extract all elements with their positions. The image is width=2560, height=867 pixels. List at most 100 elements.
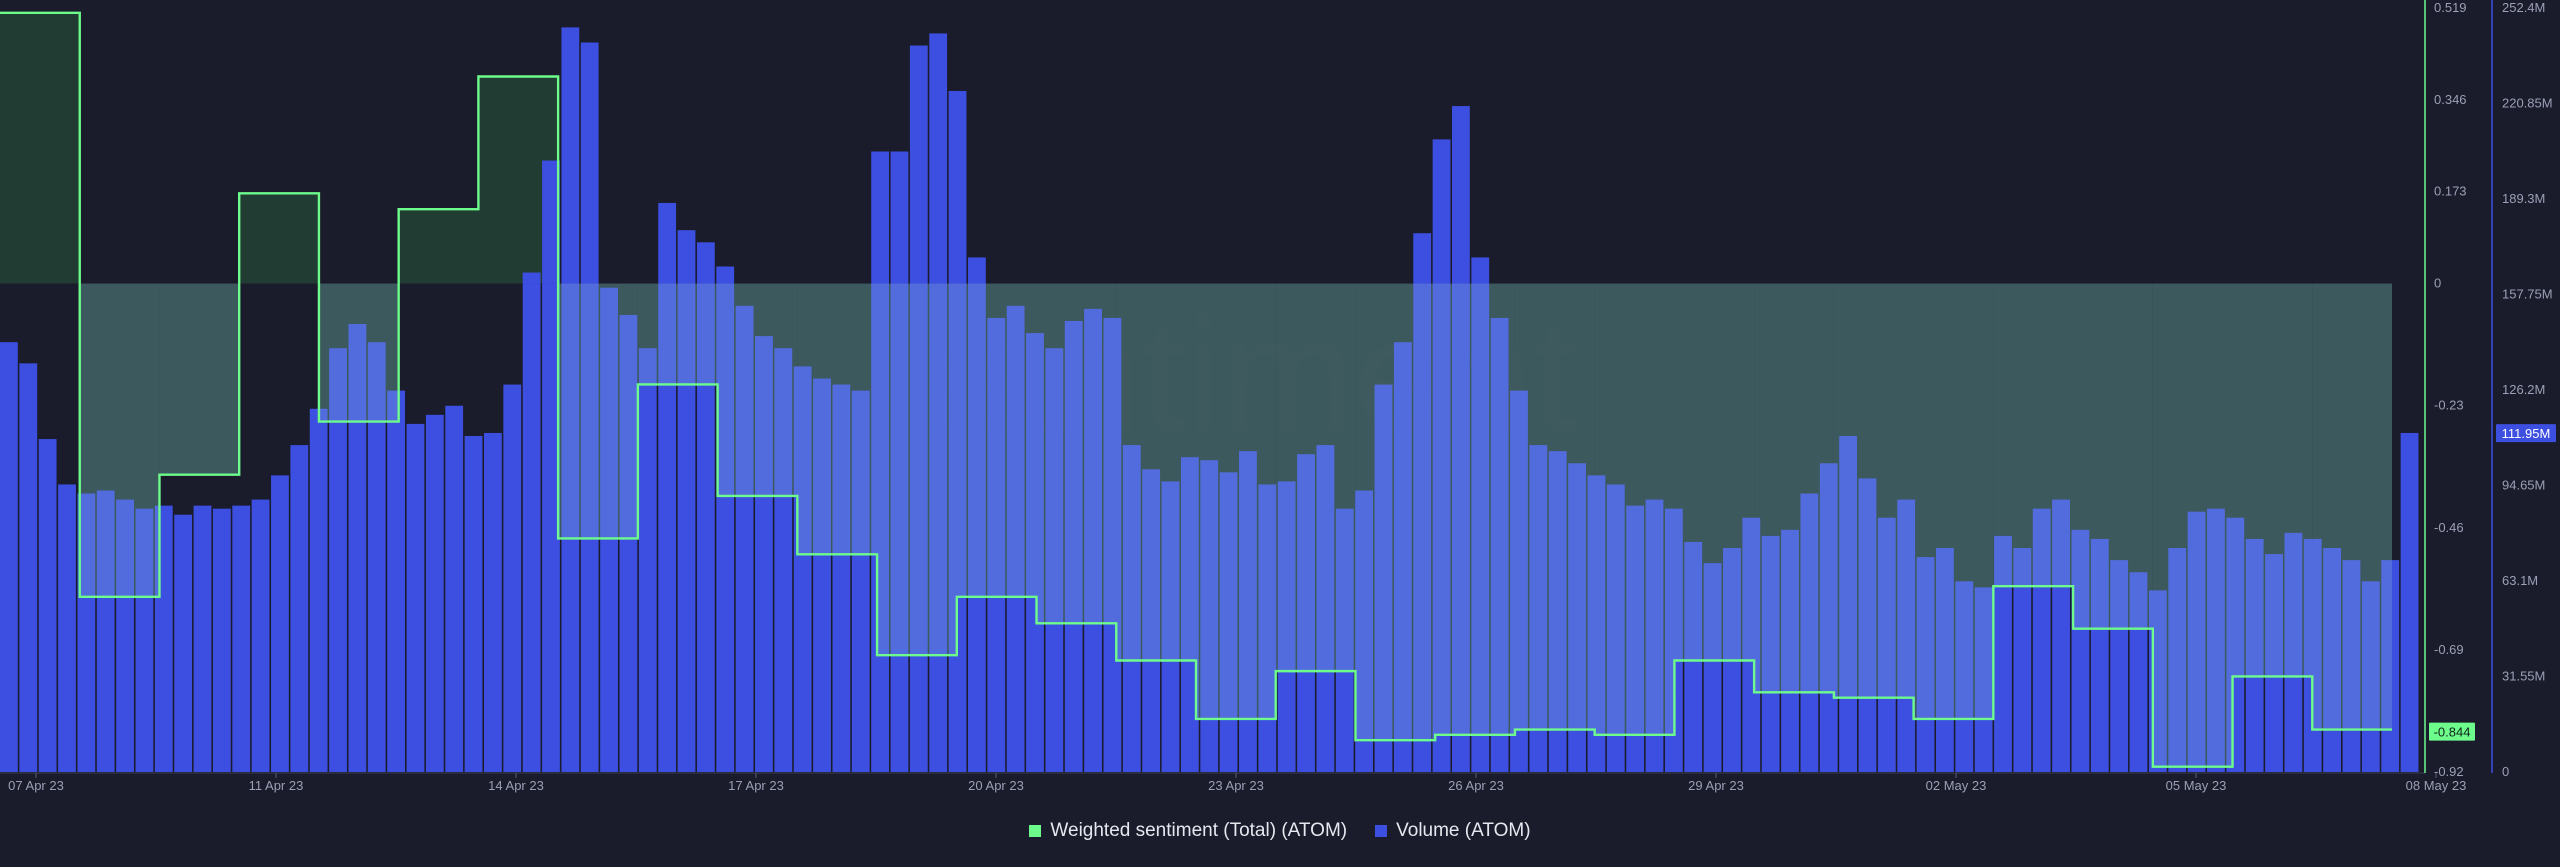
x-axis-ticks: 07 Apr 23 11 Apr 23 14 Apr 23 17 Apr 23 20 A… bbox=[8, 773, 2466, 793]
volume-bar bbox=[1335, 508, 1354, 772]
volume-bar bbox=[2245, 538, 2264, 772]
volume-bar bbox=[542, 160, 560, 284]
volume-bar bbox=[1452, 106, 1470, 284]
volume-bar bbox=[1200, 460, 1219, 772]
sentiment-tick-label: 0.346 bbox=[2434, 92, 2467, 107]
volume-bar bbox=[1548, 451, 1567, 772]
axes bbox=[0, 0, 2493, 774]
volume-bar bbox=[38, 439, 57, 772]
volume-bar bbox=[1897, 499, 1916, 772]
sentiment-tick-label: -0.92 bbox=[2434, 764, 2464, 779]
volume-bar bbox=[658, 202, 677, 284]
volume-bar bbox=[2284, 532, 2303, 772]
volume-bar bbox=[580, 283, 599, 772]
volume-bar bbox=[2013, 548, 2032, 772]
volume-bar bbox=[1955, 581, 1974, 772]
volume-bar bbox=[871, 283, 890, 772]
volume-bar bbox=[2052, 499, 2070, 772]
sentiment-overlay-segment bbox=[1116, 283, 1196, 661]
volume-bar bbox=[1452, 283, 1470, 772]
legend-item-volume[interactable]: Volume (ATOM) bbox=[1375, 820, 1531, 842]
volume-bar bbox=[2032, 508, 2051, 772]
volume-bar bbox=[813, 378, 831, 772]
volume-bar bbox=[1180, 457, 1199, 772]
sentiment-line bbox=[0, 11, 2392, 768]
volume-bar bbox=[1529, 445, 1548, 772]
sentiment-overlay-segment bbox=[1514, 283, 1595, 730]
volume-bar bbox=[387, 390, 406, 772]
volume-bar bbox=[19, 363, 38, 772]
sentiment-fill-segment bbox=[159, 283, 240, 475]
volume-bar bbox=[948, 90, 967, 284]
volume-bar bbox=[716, 283, 735, 772]
volume-bar bbox=[425, 414, 444, 772]
volume-bar bbox=[832, 384, 851, 772]
volume-bar bbox=[174, 514, 193, 772]
volume-bar bbox=[1664, 508, 1683, 772]
sentiment-tick-label: -0.69 bbox=[2434, 642, 2464, 657]
legend-item-sentiment[interactable]: Weighted sentiment (Total) (ATOM) bbox=[1029, 820, 1347, 842]
volume-tick-label: 63.1M bbox=[2502, 573, 2538, 588]
volume-bar bbox=[1026, 333, 1044, 772]
volume-bar bbox=[1045, 348, 1064, 772]
volume-bar bbox=[1936, 548, 1954, 772]
volume-bar bbox=[1703, 563, 1722, 772]
volume-bar bbox=[1297, 454, 1315, 772]
x-tick-label: 08 May 23 bbox=[2406, 778, 2467, 793]
volume-value-tag-bg bbox=[2496, 424, 2556, 443]
volume-tick-label: 220.85M bbox=[2502, 96, 2553, 111]
volume-bar bbox=[1781, 529, 1799, 772]
volume-bar bbox=[2265, 554, 2283, 772]
sentiment-value-tag-bg bbox=[2429, 722, 2475, 741]
volume-bar bbox=[2323, 548, 2342, 772]
sentiment-overlay-segment bbox=[637, 283, 718, 385]
volume-swatch bbox=[1375, 825, 1388, 837]
volume-bar bbox=[1877, 517, 1896, 772]
sentiment-overlay-segment bbox=[2073, 283, 2153, 629]
sentiment-overlay-segment bbox=[717, 283, 798, 496]
sentiment-overlay-segment bbox=[1833, 283, 1914, 698]
volume-bar bbox=[1084, 308, 1102, 772]
volume-bar bbox=[522, 272, 541, 284]
volume-bar bbox=[1432, 139, 1451, 284]
volume-bar bbox=[929, 283, 948, 772]
sentiment-step-line bbox=[0, 11, 2392, 768]
x-tick-label: 02 May 23 bbox=[1926, 778, 1987, 793]
volume-bar bbox=[1626, 505, 1645, 772]
volume-bar bbox=[2226, 517, 2245, 772]
volume-bar bbox=[1219, 472, 1238, 772]
sentiment-overlay-segment bbox=[956, 283, 1037, 597]
volume-bar bbox=[1277, 481, 1296, 772]
sentiment-overlay-segment bbox=[1275, 283, 1356, 672]
volume-bar bbox=[1432, 283, 1451, 772]
volume-bar bbox=[1587, 475, 1606, 772]
volume-bar bbox=[2168, 548, 2187, 772]
volume-bar bbox=[1839, 436, 1858, 772]
volume-value-tag: 111.95M bbox=[2502, 426, 2551, 441]
sentiment-tick-label: -0.23 bbox=[2434, 398, 2464, 413]
volume-bar bbox=[696, 242, 715, 284]
volume-bar bbox=[1761, 535, 1780, 772]
sentiment-overlay-segment bbox=[877, 283, 957, 656]
sentiment-overlay-segment bbox=[2232, 283, 2313, 677]
x-tick-label: 26 Apr 23 bbox=[1448, 778, 1504, 793]
volume-bar bbox=[1684, 541, 1703, 772]
sentiment-fill-segment bbox=[239, 193, 319, 284]
volume-bar bbox=[135, 508, 154, 772]
volume-bar bbox=[2090, 538, 2109, 772]
volume-bar bbox=[2187, 511, 2206, 772]
volume-tick-label: 0 bbox=[2502, 764, 2509, 779]
volume-bar bbox=[503, 384, 522, 772]
volume-bar bbox=[1471, 283, 1490, 772]
volume-bar bbox=[696, 283, 715, 772]
x-tick-label: 23 Apr 23 bbox=[1208, 778, 1264, 793]
volume-bar bbox=[1742, 517, 1761, 772]
volume-bar bbox=[755, 336, 773, 772]
volume-bar bbox=[2381, 560, 2400, 772]
sentiment-swatch bbox=[1029, 825, 1042, 837]
sentiment-overlay-segment bbox=[1036, 283, 1117, 624]
volume-bar bbox=[600, 287, 618, 772]
volume-bar bbox=[561, 283, 580, 772]
volume-bar bbox=[367, 342, 386, 772]
